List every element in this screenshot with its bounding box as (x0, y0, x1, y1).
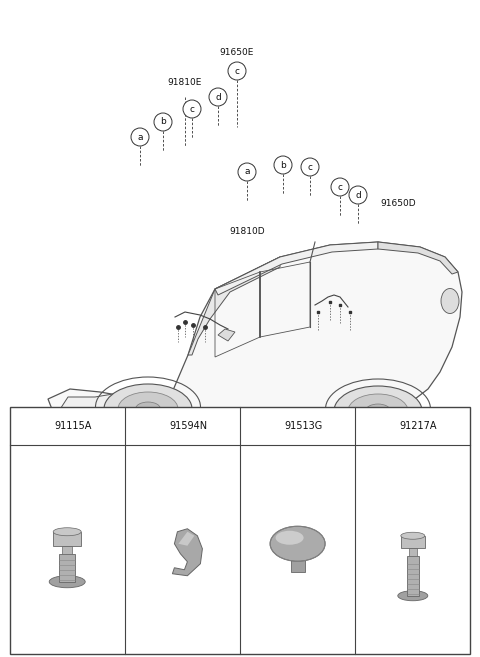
Ellipse shape (49, 576, 85, 588)
Circle shape (331, 178, 349, 196)
Bar (10, 407, 470, 654)
Circle shape (13, 419, 30, 434)
Text: 91810D: 91810D (229, 227, 265, 236)
Text: 91810E: 91810E (168, 78, 202, 87)
Ellipse shape (441, 288, 459, 313)
Ellipse shape (270, 526, 325, 561)
Ellipse shape (276, 531, 304, 545)
Circle shape (238, 163, 256, 181)
Bar (401, 535, 425, 548)
Ellipse shape (398, 591, 428, 600)
Text: 91594N: 91594N (169, 421, 207, 432)
Circle shape (154, 113, 172, 131)
Polygon shape (172, 529, 203, 576)
Text: c: c (235, 66, 240, 76)
Text: a: a (19, 422, 24, 431)
Circle shape (183, 100, 201, 118)
Circle shape (301, 158, 319, 176)
Polygon shape (48, 242, 462, 439)
Bar (407, 556, 419, 596)
Text: c: c (190, 104, 194, 114)
Bar (290, 554, 305, 572)
Text: d: d (355, 191, 361, 200)
Text: 91513G: 91513G (284, 421, 323, 432)
Circle shape (244, 419, 260, 434)
Ellipse shape (118, 392, 178, 426)
Polygon shape (215, 242, 378, 295)
Circle shape (131, 128, 149, 146)
Text: d: d (364, 422, 370, 431)
Text: a: a (137, 133, 143, 141)
Ellipse shape (334, 386, 422, 436)
Polygon shape (188, 257, 280, 355)
Circle shape (209, 88, 227, 106)
Bar (62, 546, 72, 554)
Text: 91115A: 91115A (54, 421, 92, 432)
Polygon shape (378, 242, 458, 274)
Text: b: b (280, 160, 286, 170)
Ellipse shape (348, 394, 408, 428)
Ellipse shape (104, 384, 192, 434)
Text: d: d (215, 93, 221, 101)
Circle shape (228, 62, 246, 80)
Polygon shape (218, 329, 235, 341)
Circle shape (129, 419, 145, 434)
Bar (53, 532, 81, 546)
Text: 91650E: 91650E (220, 48, 254, 57)
Ellipse shape (365, 404, 391, 418)
Polygon shape (55, 409, 95, 439)
Text: 91217A: 91217A (400, 421, 437, 432)
Bar (59, 554, 75, 581)
Bar (409, 548, 417, 556)
Text: c: c (308, 162, 312, 171)
Text: 91650D: 91650D (380, 200, 416, 208)
Ellipse shape (53, 528, 81, 535)
Text: b: b (160, 118, 166, 127)
Text: c: c (337, 183, 343, 191)
Text: b: b (134, 422, 140, 431)
Text: c: c (250, 422, 254, 431)
Polygon shape (179, 532, 194, 546)
Circle shape (359, 419, 375, 434)
Ellipse shape (74, 416, 102, 430)
Polygon shape (55, 387, 168, 439)
Text: a: a (244, 168, 250, 177)
Ellipse shape (135, 402, 160, 416)
Circle shape (274, 156, 292, 174)
Circle shape (349, 186, 367, 204)
Ellipse shape (401, 532, 425, 539)
